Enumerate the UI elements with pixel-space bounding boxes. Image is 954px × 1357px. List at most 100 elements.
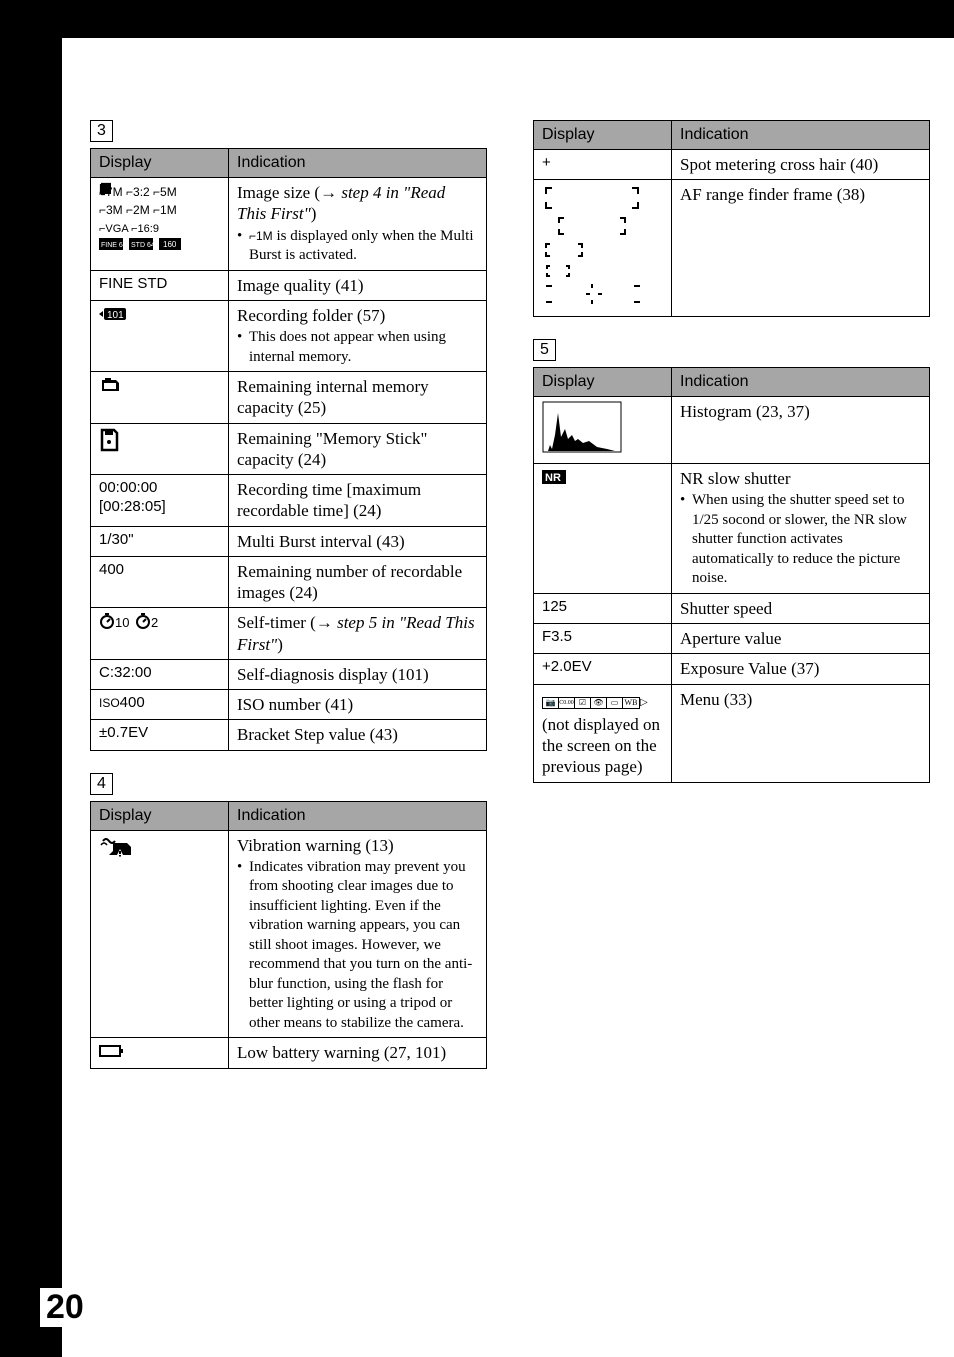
display-cell: 400 xyxy=(91,556,229,608)
display-cell: 400 xyxy=(120,694,145,711)
table-4-continued: Display Indication + Spot metering cross… xyxy=(533,120,930,317)
table-row: 101 Recording folder (57) This does not … xyxy=(91,300,487,371)
low-battery-icon xyxy=(99,1044,125,1058)
svg-text:2: 2 xyxy=(151,615,158,630)
indication-cell: Menu (33) xyxy=(672,684,930,782)
indication-cell: Remaining number of recordable images (2… xyxy=(229,556,487,608)
indication-cell: Bracket Step value (43) xyxy=(229,720,487,750)
self-timer-icons: 10 2 xyxy=(99,612,169,630)
display-note: (not displayed on the screen on the prev… xyxy=(542,715,660,777)
histogram-icon xyxy=(542,401,622,453)
table-row: Remaining internal memory capacity (25) xyxy=(91,372,487,424)
table-row: Low battery warning (27, 101) xyxy=(91,1038,487,1068)
display-cell: F3.5 xyxy=(534,624,672,654)
svg-text:⌐7M ⌐3:2 ⌐5M: ⌐7M ⌐3:2 ⌐5M xyxy=(99,185,177,199)
page-content: 3 Display Indication ⌐7M ⌐3:2 ⌐5M ⌐3M ⌐2… xyxy=(90,120,930,1069)
menu-bar-icon: 📷C0.00☑👁▭WB xyxy=(542,697,640,709)
indication-text: ) xyxy=(311,204,317,223)
image-size-icons: ⌐7M ⌐3:2 ⌐5M ⌐3M ⌐2M ⌐1M ⌐VGA ⌐16:9 FINE… xyxy=(99,182,219,254)
section-number-5: 5 xyxy=(533,339,556,361)
indication-cell: Image quality (41) xyxy=(229,270,487,300)
table-3: Display Indication ⌐7M ⌐3:2 ⌐5M ⌐3M ⌐2M … xyxy=(90,148,487,751)
indication-text: Image size ( xyxy=(237,183,320,202)
table-4: Display Indication Vibration warning (13… xyxy=(90,801,487,1069)
table-row: AF range finder frame (38) xyxy=(534,180,930,317)
indication-cell: Remaining "Memory Stick" capacity (24) xyxy=(229,423,487,475)
display-cell: + xyxy=(534,150,672,180)
svg-text:10: 10 xyxy=(115,615,129,630)
svg-text:STD 640: STD 640 xyxy=(131,242,159,249)
table-row: C:32:00 Self-diagnosis display (101) xyxy=(91,659,487,689)
svg-text:⌐3M ⌐2M ⌐1M: ⌐3M ⌐2M ⌐1M xyxy=(99,203,177,217)
table-row: Vibration warning (13) Indicates vibrati… xyxy=(91,830,487,1038)
table-row: 📷C0.00☑👁▭WB ▷ (not displayed on the scre… xyxy=(534,684,930,782)
col-header-indication: Indication xyxy=(672,368,930,397)
table-row: 125 Shutter speed xyxy=(534,593,930,623)
section-number-4: 4 xyxy=(90,773,113,795)
memory-stick-icon xyxy=(99,428,119,452)
display-cell: C:32:00 xyxy=(91,659,229,689)
table-row: Remaining "Memory Stick" capacity (24) xyxy=(91,423,487,475)
table-row: 00:00:00 [00:28:05] Recording time [maxi… xyxy=(91,475,487,527)
table-row: 400 Remaining number of recordable image… xyxy=(91,556,487,608)
indication-cell: Recording time [maximum recordable time]… xyxy=(229,475,487,527)
indication-text: Recording folder (57) xyxy=(237,306,385,325)
table-row: ISO400 ISO number (41) xyxy=(91,690,487,720)
indication-cell: Exposure Value (37) xyxy=(672,654,930,684)
table-5: Display Indication Histogram (23, 37) NR xyxy=(533,367,930,782)
svg-text:NR: NR xyxy=(545,472,561,484)
indication-cell: Remaining internal memory capacity (25) xyxy=(229,372,487,424)
display-cell: 1/30" xyxy=(91,526,229,556)
left-column: 3 Display Indication ⌐7M ⌐3:2 ⌐5M ⌐3M ⌐2… xyxy=(90,120,487,1069)
indication-text: Self-timer ( xyxy=(237,613,316,632)
svg-text:FINE 640: FINE 640 xyxy=(101,242,131,249)
table-row: + Spot metering cross hair (40) xyxy=(534,150,930,180)
indication-text: ) xyxy=(277,635,283,654)
table-row: 10 2 Self-timer (→ step 5 in "Read This … xyxy=(91,608,487,660)
top-black-bar xyxy=(0,0,954,38)
svg-text:⌐VGA ⌐16:9: ⌐VGA ⌐16:9 xyxy=(99,223,159,235)
col-header-indication: Indication xyxy=(229,149,487,178)
table-row: F3.5 Aperture value xyxy=(534,624,930,654)
af-frame-icons xyxy=(542,186,642,306)
col-header-indication: Indication xyxy=(229,801,487,830)
page-number: 20 xyxy=(40,1288,90,1327)
display-cell: ±0.7EV xyxy=(91,720,229,750)
note-text: Indicates vibration may prevent you from… xyxy=(237,858,478,1034)
left-black-bar xyxy=(0,0,62,1357)
table-row: NR NR slow shutter When using the shutte… xyxy=(534,464,930,594)
table-row: FINE STD Image quality (41) xyxy=(91,270,487,300)
display-cell: 125 xyxy=(534,593,672,623)
vibration-warning-icon xyxy=(99,835,133,859)
note-text: ⌐1M is displayed only when the Multi Bur… xyxy=(237,227,478,266)
indication-cell: AF range finder frame (38) xyxy=(672,180,930,317)
indication-cell: Spot metering cross hair (40) xyxy=(672,150,930,180)
table-row: Histogram (23, 37) xyxy=(534,397,930,464)
indication-text: NR slow shutter xyxy=(680,469,791,488)
indication-cell: Shutter speed xyxy=(672,593,930,623)
col-header-display: Display xyxy=(91,801,229,830)
iso-prefix: ISO xyxy=(99,696,120,710)
table-row: ±0.7EV Bracket Step value (43) xyxy=(91,720,487,750)
indication-cell: Histogram (23, 37) xyxy=(672,397,930,464)
table-row: ⌐7M ⌐3:2 ⌐5M ⌐3M ⌐2M ⌐1M ⌐VGA ⌐16:9 FINE… xyxy=(91,178,487,271)
nr-icon: NR xyxy=(542,470,566,484)
col-header-indication: Indication xyxy=(672,121,930,150)
display-cell: 00:00:00 [00:28:05] xyxy=(91,475,229,527)
col-header-display: Display xyxy=(534,121,672,150)
folder-record-icon: 101 xyxy=(99,307,129,321)
display-cell: FINE STD xyxy=(91,270,229,300)
indication-cell: Aperture value xyxy=(672,624,930,654)
section-number-3: 3 xyxy=(90,120,113,142)
table-row: +2.0EV Exposure Value (37) xyxy=(534,654,930,684)
col-header-display: Display xyxy=(534,368,672,397)
col-header-display: Display xyxy=(91,149,229,178)
internal-memory-icon xyxy=(99,377,121,393)
indication-text: Vibration warning (13) xyxy=(237,836,394,855)
indication-cell: Self-diagnosis display (101) xyxy=(229,659,487,689)
note-text: When using the shutter speed set to 1/25… xyxy=(680,491,921,589)
indication-cell: Low battery warning (27, 101) xyxy=(229,1038,487,1068)
svg-text:101: 101 xyxy=(107,310,124,321)
table-row: 1/30" Multi Burst interval (43) xyxy=(91,526,487,556)
indication-cell: Multi Burst interval (43) xyxy=(229,526,487,556)
